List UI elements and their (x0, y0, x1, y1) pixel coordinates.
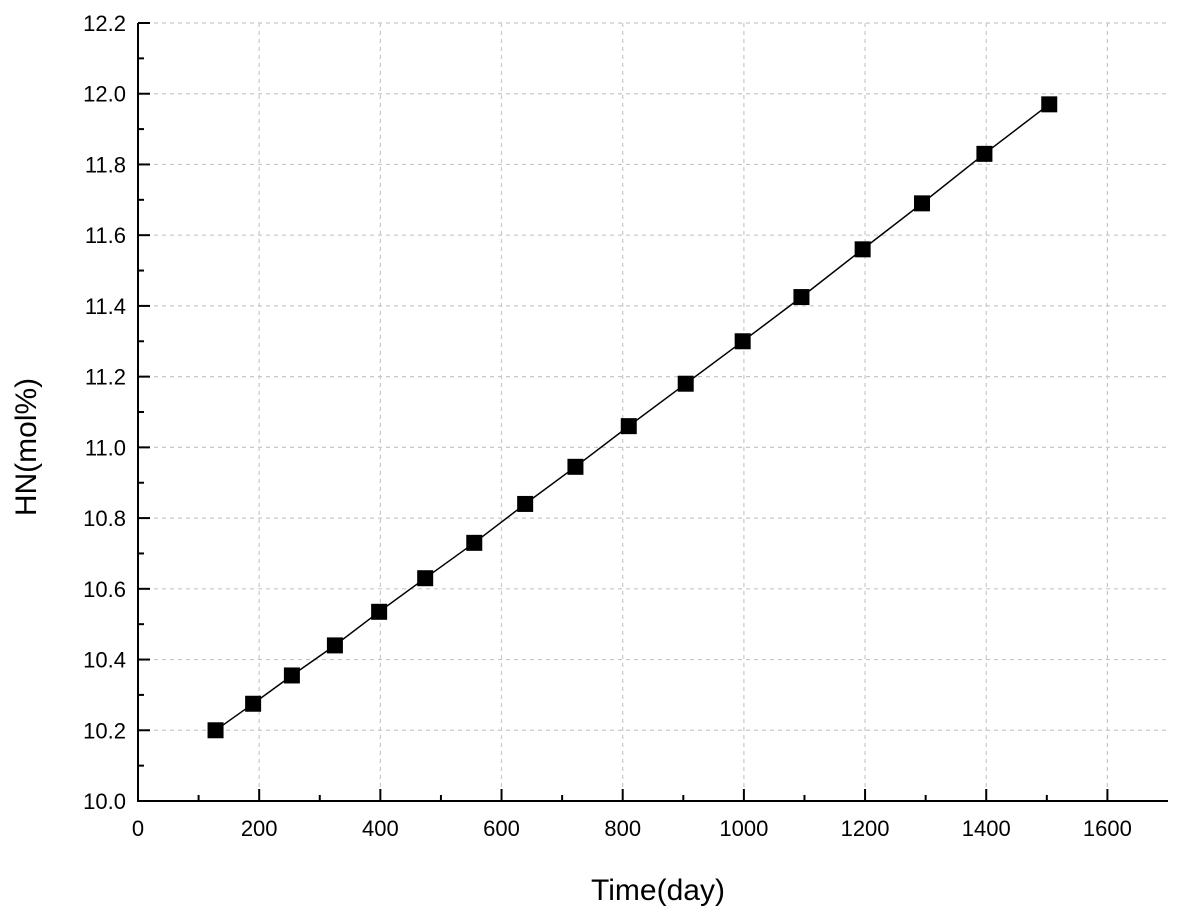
data-point (207, 722, 224, 739)
y-tick-label: 11.8 (85, 152, 126, 177)
x-tick-label: 600 (483, 816, 520, 841)
series-layer (207, 96, 1058, 739)
axes (137, 22, 1168, 802)
y-tick-label: 11.0 (85, 435, 126, 460)
data-point (734, 333, 751, 350)
x-axis-label: Time(day) (591, 874, 725, 907)
data-point (517, 495, 534, 512)
data-point (1041, 96, 1058, 113)
x-tick-label: 1400 (962, 816, 1011, 841)
data-point (417, 570, 434, 587)
y-tick-label: 10.6 (83, 577, 126, 602)
data-point (567, 458, 584, 475)
x-tick-label: 1600 (1083, 816, 1132, 841)
y-tick-label: 12.0 (83, 82, 126, 107)
y-tick-label: 10.0 (83, 789, 126, 814)
data-point (793, 289, 810, 306)
y-tick-label: 10.2 (83, 718, 126, 743)
x-tick-label: 1000 (719, 816, 768, 841)
data-point (245, 695, 262, 712)
x-tick-label: 1200 (841, 816, 890, 841)
data-point (466, 534, 483, 551)
y-tick-label: 11.2 (85, 365, 126, 390)
data-point (620, 418, 637, 435)
data-point (914, 195, 931, 212)
y-tick-label: 11.4 (85, 294, 126, 319)
data-point (976, 145, 993, 162)
y-tick-label: 10.8 (83, 506, 126, 531)
data-point (854, 241, 871, 258)
y-tick-label: 10.4 (83, 648, 126, 673)
x-tick-label: 800 (604, 816, 641, 841)
x-tick-label: 0 (132, 816, 144, 841)
axis-frame (137, 23, 1168, 802)
x-tick-label: 400 (362, 816, 399, 841)
y-tick-label: 12.2 (83, 11, 126, 36)
data-point (283, 667, 300, 684)
tick-labels: 0 200 400 600 800 1000 1200 1400 1600 10.0 10.2 10.… (83, 11, 1132, 841)
data-point (677, 375, 694, 392)
x-tick-label: 200 (241, 816, 278, 841)
y-axis-label: HN(mol%) (10, 378, 43, 516)
data-point (326, 637, 343, 654)
data-point (371, 603, 388, 620)
y-tick-label: 11.6 (85, 223, 126, 248)
grid (138, 22, 1168, 801)
